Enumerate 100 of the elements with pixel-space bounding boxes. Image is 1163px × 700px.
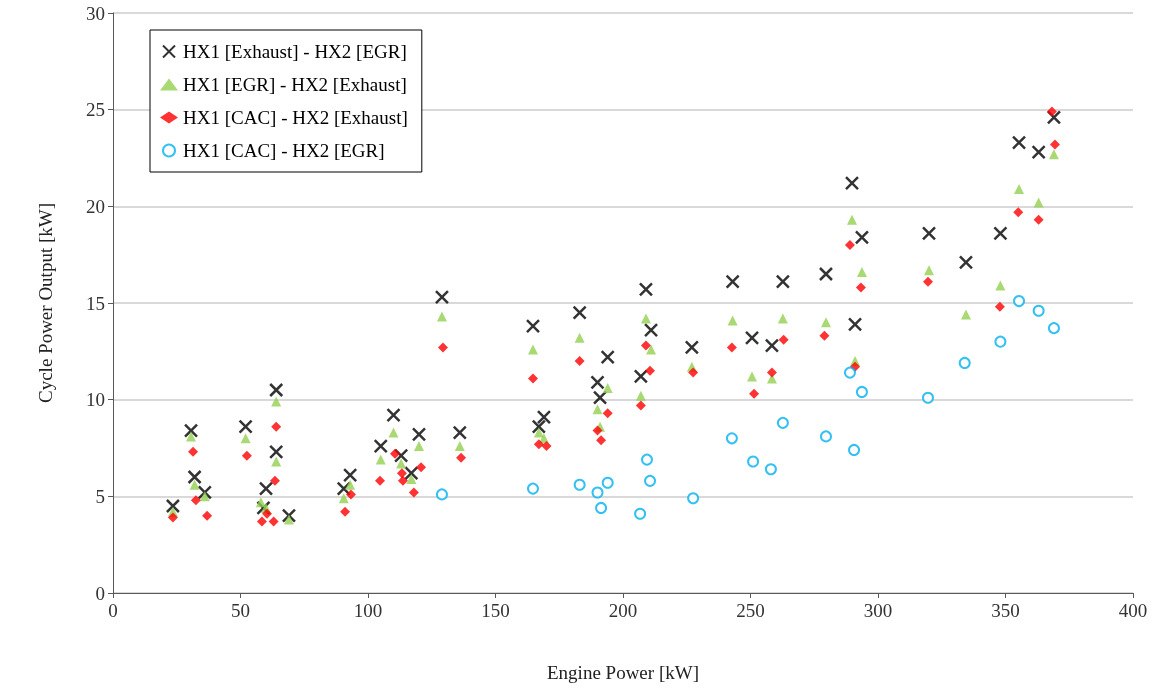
point — [531, 419, 547, 434]
point — [256, 500, 271, 516]
point — [1011, 135, 1027, 150]
point — [843, 366, 856, 379]
point — [1013, 295, 1026, 308]
point — [596, 435, 607, 446]
point — [435, 488, 448, 501]
point — [727, 315, 738, 326]
point — [778, 334, 789, 345]
point — [271, 456, 282, 467]
point — [573, 478, 586, 491]
legend-label: HX1 [Exhaust] - HX2 [EGR] — [183, 41, 407, 62]
point — [764, 338, 780, 353]
x-tick-label: 400 — [1118, 600, 1148, 621]
point — [1033, 214, 1044, 225]
point — [527, 373, 538, 384]
point — [373, 438, 388, 454]
point — [645, 365, 656, 376]
point — [958, 255, 974, 270]
point — [856, 267, 867, 278]
point — [1031, 144, 1046, 160]
point — [994, 301, 1005, 312]
y-tick-label: 0 — [95, 582, 105, 604]
point — [271, 421, 282, 432]
point — [574, 356, 585, 366]
point — [921, 391, 934, 404]
point — [819, 430, 832, 443]
point — [592, 425, 603, 436]
point — [844, 175, 860, 191]
point — [340, 506, 351, 517]
point — [416, 462, 427, 473]
point — [454, 441, 465, 452]
y-tick-label: 20 — [86, 195, 105, 217]
point — [688, 367, 699, 378]
y-tick-label: 25 — [86, 99, 105, 121]
point — [747, 455, 760, 468]
point — [776, 416, 789, 429]
point — [411, 427, 427, 442]
point — [396, 458, 407, 469]
point — [820, 317, 831, 328]
point — [281, 508, 297, 523]
point — [167, 512, 178, 523]
x-tick-label: 150 — [481, 600, 510, 621]
point — [847, 317, 863, 332]
point — [1048, 149, 1059, 160]
point — [404, 465, 419, 481]
point — [375, 454, 386, 465]
point — [1046, 106, 1057, 117]
point — [271, 396, 282, 407]
point — [687, 492, 700, 505]
point — [374, 475, 385, 486]
point — [390, 448, 401, 459]
y-tick-label: 5 — [95, 485, 105, 507]
point — [922, 276, 933, 287]
point — [1049, 139, 1060, 150]
point — [574, 332, 585, 343]
point — [595, 501, 608, 514]
point — [268, 444, 284, 460]
point — [190, 495, 201, 506]
point — [408, 487, 419, 498]
point — [238, 419, 253, 434]
point — [452, 425, 468, 440]
point — [262, 508, 273, 519]
point — [744, 330, 760, 346]
x-tick-label: 50 — [231, 600, 250, 621]
point — [268, 516, 279, 527]
point — [635, 400, 646, 411]
point — [268, 382, 284, 398]
point — [345, 479, 356, 490]
point — [725, 432, 738, 445]
point — [258, 481, 274, 496]
x-tick-label: 200 — [608, 600, 638, 621]
x-tick-label: 100 — [353, 600, 383, 621]
point — [995, 280, 1006, 291]
point — [240, 433, 251, 444]
point — [844, 240, 855, 250]
point — [643, 322, 659, 338]
point — [256, 516, 267, 527]
point — [646, 344, 657, 355]
point — [388, 427, 399, 438]
point — [1014, 183, 1025, 194]
point — [533, 427, 544, 438]
point — [527, 344, 538, 355]
point — [197, 485, 213, 500]
point — [187, 469, 202, 485]
point — [749, 388, 760, 399]
point — [393, 448, 409, 463]
point — [726, 342, 737, 353]
point — [848, 443, 861, 456]
point — [336, 481, 352, 496]
point — [396, 468, 407, 479]
point — [186, 431, 197, 442]
point — [640, 453, 653, 466]
point — [766, 367, 777, 378]
point — [764, 463, 777, 476]
point — [1013, 207, 1024, 218]
point — [855, 282, 866, 293]
point — [269, 475, 280, 486]
point — [386, 407, 401, 423]
point — [633, 369, 649, 384]
